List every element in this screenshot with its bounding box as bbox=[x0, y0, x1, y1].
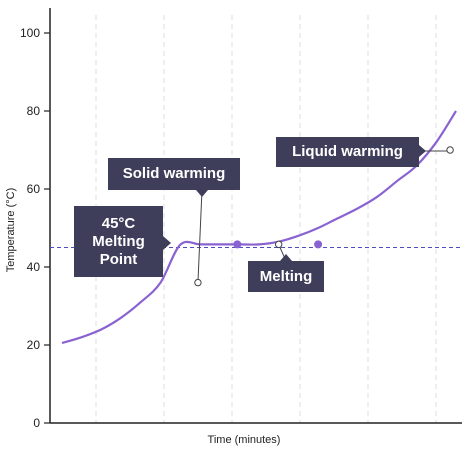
y-tick-label: 100 bbox=[20, 26, 40, 40]
melting-pointer bbox=[280, 254, 292, 261]
temperature-curve bbox=[61, 110, 457, 345]
liquid-warming-pointer bbox=[419, 145, 426, 157]
curve-markers bbox=[194, 146, 454, 287]
callout-melting: Melting bbox=[248, 261, 324, 292]
grid-lines bbox=[95, 15, 437, 423]
solid-warming-leader bbox=[197, 189, 203, 283]
open-marker bbox=[194, 278, 202, 287]
callout-leaders bbox=[163, 145, 451, 283]
y-tick-label: 80 bbox=[27, 104, 41, 118]
y-tick-label: 20 bbox=[27, 338, 41, 352]
callout-liquid-warming: Liquid warming bbox=[276, 137, 419, 167]
open-marker bbox=[446, 146, 454, 154]
open-marker bbox=[275, 240, 283, 249]
solid-warming-pointer bbox=[196, 190, 208, 197]
callout-solid-warming: Solid warming bbox=[108, 158, 240, 190]
y-ticks: 0 20 40 60 80 100 bbox=[20, 26, 50, 430]
melting-point-pointer bbox=[163, 236, 171, 250]
x-axis-label: Time (minutes) bbox=[208, 434, 281, 446]
y-tick-label: 0 bbox=[33, 416, 40, 430]
filled-marker bbox=[233, 240, 242, 249]
callout-melting-point: 45°C Melting Point bbox=[74, 206, 163, 277]
y-axis-label: Temperature (°C) bbox=[5, 188, 17, 272]
y-tick-label: 40 bbox=[27, 260, 41, 274]
filled-marker bbox=[314, 240, 323, 249]
y-tick-label: 60 bbox=[27, 182, 41, 196]
